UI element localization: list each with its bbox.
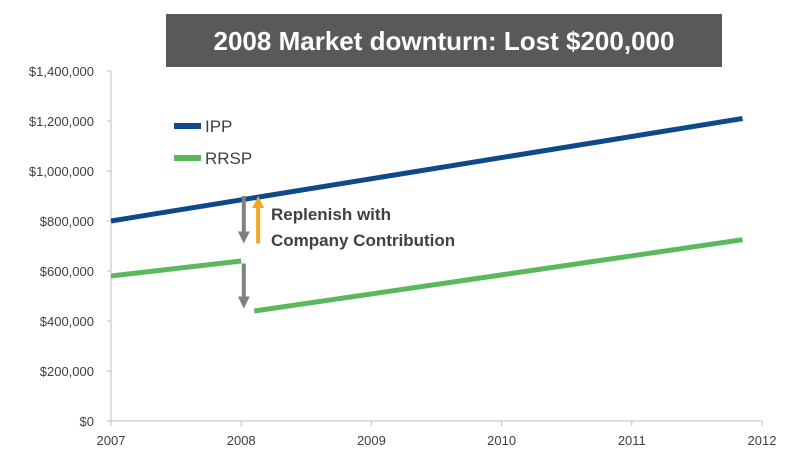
- series-line-ipp: [110, 116, 743, 224]
- x-tick-label: 2011: [618, 433, 646, 448]
- x-tick-labels: 2007 2008 2009 2010 2011 2012: [97, 421, 777, 448]
- legend: IPP RRSP: [174, 117, 252, 168]
- y-tick-label: $1,000,000: [29, 164, 94, 179]
- y-tick-label: $200,000: [40, 364, 94, 379]
- annotation-arrowhead-down: [237, 296, 250, 309]
- annotation-arrows: [237, 196, 265, 309]
- legend-label-ipp: IPP: [205, 117, 232, 136]
- title-background: [166, 14, 722, 67]
- y-tick-label: $1,200,000: [29, 114, 94, 129]
- annotation-line-2: Company Contribution: [271, 231, 455, 250]
- x-tick-label: 2008: [227, 433, 256, 448]
- y-tick-label: $600,000: [40, 264, 94, 279]
- y-tick-label: $400,000: [40, 314, 94, 329]
- y-tick-labels: $0 $200,000 $400,000 $600,000 $800,000 $1,000…: [29, 64, 111, 429]
- x-tick-label: 2010: [487, 433, 516, 448]
- annotation-arrowhead-up: [252, 196, 265, 208]
- title-banner: 2008 Market downturn: Lost $200,000: [166, 14, 722, 67]
- series-line-rrsp: [110, 258, 242, 279]
- x-tick-label: 2012: [748, 433, 777, 448]
- annotation-arrowhead-down: [237, 231, 250, 244]
- x-tick-label: 2007: [97, 433, 126, 448]
- series-line-rrsp: [253, 237, 743, 314]
- chart-title: 2008 Market downturn: Lost $200,000: [214, 26, 675, 56]
- series-layer: [110, 116, 743, 314]
- y-tick-label: $800,000: [40, 214, 94, 229]
- y-tick-label: $1,400,000: [29, 64, 94, 79]
- annotation-line-1: Replenish with: [271, 205, 391, 224]
- legend-label-rrsp: RRSP: [205, 149, 252, 168]
- y-tick-label: $0: [80, 414, 94, 429]
- x-tick-label: 2009: [357, 433, 386, 448]
